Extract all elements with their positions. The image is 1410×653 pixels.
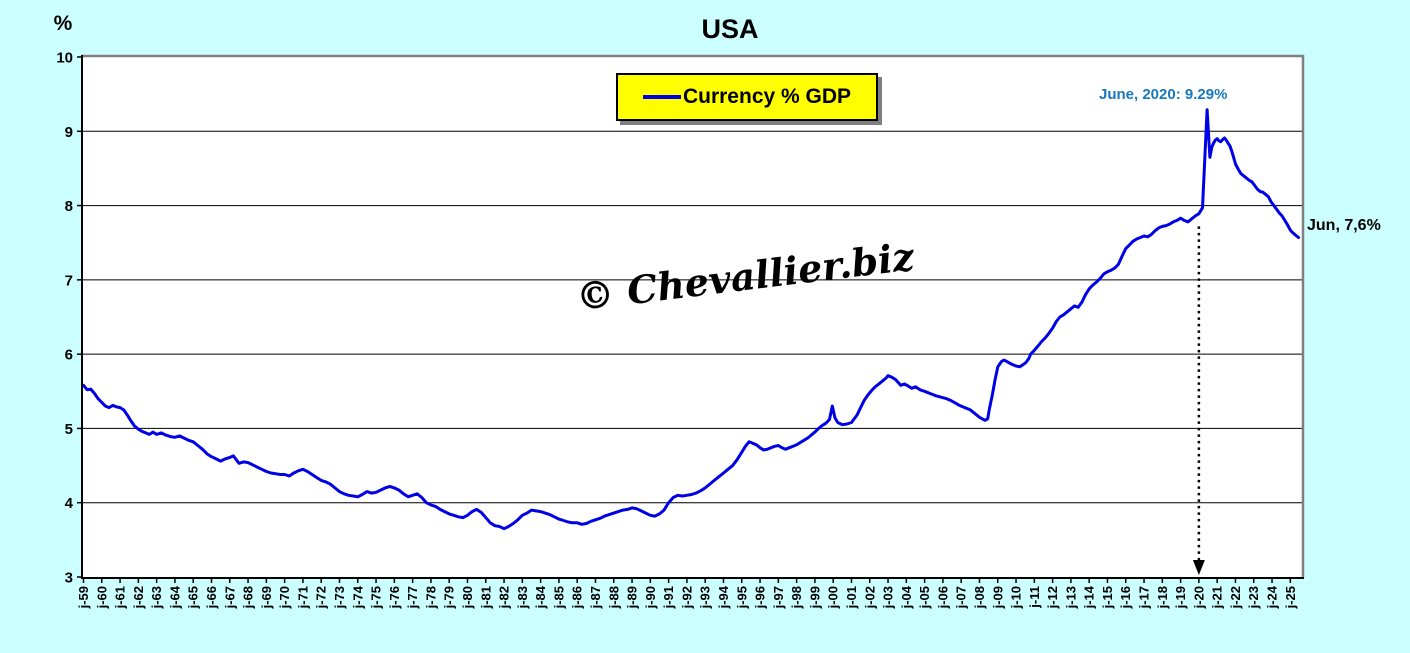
- x-axis-tick-label: j-90: [643, 586, 658, 609]
- x-axis-tick-label: j-12: [1045, 586, 1060, 609]
- x-axis-tick-label: j-96: [753, 586, 768, 609]
- x-axis-tick-label: j-84: [533, 585, 548, 609]
- x-axis-tick-label: j-75: [369, 586, 384, 609]
- x-axis-tick-label: j-91: [661, 586, 676, 609]
- x-axis-tick-label: j-11: [1027, 586, 1042, 609]
- x-axis-tick-label: j-78: [423, 586, 438, 609]
- y-axis-tick-label: 3: [65, 570, 73, 587]
- legend-line-swatch: [642, 95, 681, 99]
- x-axis-tick-label: j-63: [149, 586, 164, 609]
- x-axis-tick-label: j-14: [1082, 585, 1097, 609]
- x-axis-tick-label: j-85: [551, 586, 566, 609]
- x-axis-tick-label: j-93: [698, 586, 713, 609]
- x-axis-tick-label: j-22: [1228, 586, 1243, 609]
- x-axis-tick-label: j-62: [131, 586, 146, 609]
- x-axis-tick-label: j-20: [1191, 586, 1206, 609]
- currency-gdp-line: [82, 108, 1300, 531]
- x-axis-tick-label: j-79: [442, 586, 457, 609]
- x-axis-tick-label: j-92: [679, 586, 694, 609]
- x-axis-tick-label: j-17: [1137, 586, 1152, 609]
- x-axis-tick-label: j-95: [734, 586, 749, 609]
- x-axis-tick-label: j-94: [716, 585, 731, 609]
- x-axis-tick-label: j-60: [94, 586, 109, 609]
- x-axis-tick-label: j-72: [314, 586, 329, 609]
- x-axis-tick-label: j-61: [113, 586, 128, 609]
- x-axis-tick-label: j-89: [625, 586, 640, 609]
- x-axis-tick-label: j-70: [277, 586, 292, 609]
- x-axis-tick-label: j-98: [789, 586, 804, 609]
- latest-value-annotation: Jun, 7,6%: [1307, 217, 1381, 234]
- peak-drop-arrow-head: [1192, 560, 1205, 575]
- x-axis-tick-label: j-86: [570, 586, 585, 609]
- y-axis-tick-label: 7: [65, 272, 73, 289]
- x-axis-tick-label: j-59: [76, 586, 91, 609]
- x-axis-tick-label: j-04: [899, 585, 914, 609]
- x-axis-tick-label: j-10: [1009, 586, 1024, 609]
- x-axis-tick-label: j-18: [1155, 586, 1170, 609]
- x-axis-tick-label: j-16: [1118, 586, 1133, 609]
- x-axis-tick-label: j-06: [935, 586, 950, 609]
- x-axis-tick-label: j-76: [387, 586, 402, 609]
- x-axis-tick-label: j-25: [1283, 586, 1298, 609]
- x-axis-tick-label: j-23: [1246, 586, 1261, 609]
- x-axis-tick-label: j-08: [972, 586, 987, 609]
- y-axis-tick-label: 6: [65, 347, 73, 364]
- x-axis-tick-label: j-69: [259, 586, 274, 609]
- y-axis-tick-label: 5: [65, 421, 73, 438]
- x-axis-tick-label: j-68: [241, 586, 256, 609]
- x-axis-tick-label: j-67: [222, 586, 237, 609]
- x-axis-tick-label: j-97: [771, 586, 786, 609]
- x-axis-tick-label: j-71: [295, 586, 310, 609]
- x-axis-tick-label: j-64: [167, 585, 182, 609]
- x-axis-tick-label: j-77: [405, 586, 420, 609]
- x-axis-tick-label: j-07: [954, 586, 969, 609]
- x-axis-tick-label: j-99: [807, 586, 822, 609]
- peak-annotation: June, 2020: 9.29%: [1099, 86, 1228, 103]
- x-axis-tick-label: j-13: [1063, 586, 1078, 609]
- y-axis-tick-label: 4: [65, 495, 74, 512]
- legend-label: Currency % GDP: [682, 85, 852, 108]
- y-axis-unit-label: %: [53, 12, 73, 35]
- x-axis-tick-label: j-24: [1265, 585, 1280, 609]
- x-axis-tick-label: j-05: [917, 586, 932, 609]
- x-axis-tick-label: j-82: [497, 586, 512, 609]
- x-axis-tick-label: j-83: [515, 586, 530, 609]
- chart-title: USA: [701, 14, 759, 44]
- x-axis-tick-label: j-80: [460, 586, 475, 609]
- x-axis-tick-label: j-88: [606, 586, 621, 609]
- plot-area: [83, 57, 1302, 577]
- x-axis-tick-label: j-02: [862, 586, 877, 609]
- x-axis-tick-label: j-09: [990, 586, 1005, 609]
- y-axis-tick-label: 8: [65, 198, 73, 215]
- x-axis-tick-label: j-73: [332, 586, 347, 609]
- x-axis-tick-label: j-15: [1100, 586, 1115, 609]
- x-axis-tick-label: j-81: [478, 586, 493, 609]
- legend-box: Currency % GDP: [616, 73, 878, 121]
- x-axis-tick-label: j-19: [1173, 586, 1188, 609]
- x-axis-tick-label: j-01: [844, 586, 859, 609]
- x-axis-tick-label: j-21: [1210, 586, 1225, 609]
- x-axis-tick-label: j-65: [186, 586, 201, 609]
- x-axis-tick-label: j-87: [588, 586, 603, 609]
- x-axis-tick-label: j-03: [881, 586, 896, 609]
- x-axis-tick-label: j-66: [204, 586, 219, 609]
- x-axis-tick-label: j-00: [826, 586, 841, 609]
- y-axis-tick-label: 10: [56, 50, 73, 67]
- x-axis-tick-label: j-74: [350, 585, 365, 609]
- y-axis-tick-label: 9: [65, 124, 73, 141]
